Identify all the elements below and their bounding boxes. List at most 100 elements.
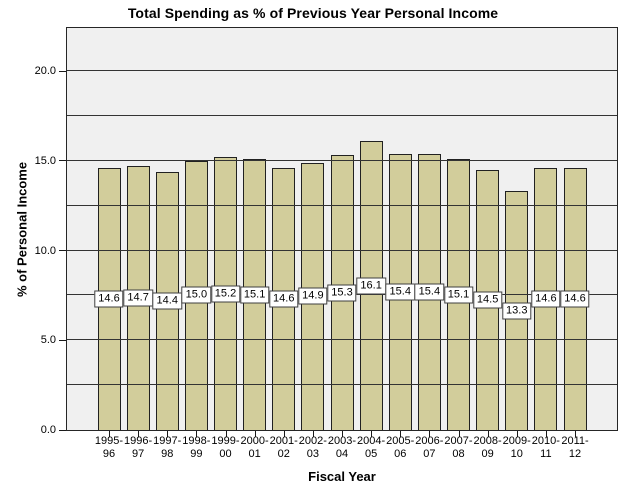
x-tick-label-line2: 99 xyxy=(190,447,203,460)
x-tick xyxy=(312,431,314,437)
x-tick-label-line2: 01 xyxy=(248,447,261,460)
plot-area: 14.6 14.7 14.4 15.0 15.2 15.1 14.6 14.9 15.3 16.1… xyxy=(66,27,618,431)
bar-value-label: 15.3 xyxy=(327,284,357,302)
x-tick-label-line2: 02 xyxy=(277,447,290,460)
x-tick-label: 2002- 03 xyxy=(292,435,334,460)
gridline xyxy=(67,204,617,206)
y-tick-label: 15.0 xyxy=(34,154,56,167)
y-tick-label: 10.0 xyxy=(34,244,56,257)
bar-value-label: 14.6 xyxy=(560,290,590,308)
x-tick-label-line1: 2001- xyxy=(269,435,298,447)
x-tick-label-line1: 1999- xyxy=(211,435,240,447)
x-tick-label-line1: 1995- xyxy=(94,435,124,447)
x-tick xyxy=(342,431,343,437)
x-tick-label: 2005- 06 xyxy=(379,435,421,460)
x-tick-label-line1: 1998- xyxy=(182,435,211,447)
x-tick xyxy=(400,431,402,437)
x-tick-label-line1: 2010- xyxy=(531,435,560,447)
y-tick xyxy=(59,339,66,341)
x-tick xyxy=(138,431,140,437)
x-tick-label-line2: 00 xyxy=(219,447,232,460)
bar-value-label: 15.4 xyxy=(385,283,415,301)
x-tick xyxy=(109,431,110,437)
x-tick-label: 2003- 04 xyxy=(321,435,363,460)
x-tick-label-line2: 04 xyxy=(335,447,349,460)
x-tick-label: 1995- 96 xyxy=(88,435,130,460)
x-tick-label-line1: 2009- xyxy=(502,435,531,447)
gridline xyxy=(67,249,617,251)
bar-value-label: 16.1 xyxy=(356,277,386,295)
x-tick-label-line2: 97 xyxy=(132,447,145,460)
x-tick xyxy=(283,431,285,437)
bar-value-label: 15.1 xyxy=(239,286,270,304)
bar-value-label: 14.6 xyxy=(269,290,299,308)
x-tick-label-line1: 2004- xyxy=(357,435,386,447)
x-tick-label-line2: 11 xyxy=(540,447,552,460)
bar-value-label: 15.1 xyxy=(443,286,474,304)
x-tick-label: 2000- 01 xyxy=(234,435,276,460)
x-tick xyxy=(429,431,431,437)
x-tick-label: 1998- 99 xyxy=(175,435,217,460)
gridline xyxy=(67,339,617,341)
x-tick-label: 2008- 09 xyxy=(467,435,509,460)
x-tick-label-line2: 07 xyxy=(423,447,436,460)
x-tick xyxy=(545,431,547,437)
bar-value-label: 15.2 xyxy=(210,285,241,303)
x-tick xyxy=(225,431,227,437)
y-tick xyxy=(59,429,66,431)
x-tick-label-line2: 09 xyxy=(481,447,494,460)
bar-value-label: 15.4 xyxy=(414,283,445,301)
x-tick-label-line2: 08 xyxy=(452,447,465,460)
bar-value-label: 14.4 xyxy=(152,292,182,310)
x-tick xyxy=(167,431,169,437)
x-tick-label-line1: 1996- xyxy=(124,435,153,447)
x-tick-label-line1: 2006- xyxy=(415,435,444,447)
x-tick-label-line1: 2005- xyxy=(386,435,415,447)
x-tick-label-line1: 2007- xyxy=(444,435,473,447)
x-tick-label: 1999- 00 xyxy=(205,435,247,460)
bar-value-label: 14.6 xyxy=(531,290,561,308)
x-tick-label-line1: 2000- xyxy=(240,435,269,447)
x-tick-label-line2: 10 xyxy=(510,447,523,460)
y-tick xyxy=(59,160,66,162)
x-tick-label: 1997- 98 xyxy=(146,435,188,460)
bar-value-label: 14.6 xyxy=(94,290,124,308)
x-tick-label-line1: 2002- xyxy=(298,435,327,447)
x-tick xyxy=(516,431,518,437)
bar-value-label: 14.5 xyxy=(472,291,503,309)
x-tick xyxy=(196,431,198,437)
x-tick-label-line2: 98 xyxy=(161,447,174,460)
gridline xyxy=(67,114,617,116)
x-tick xyxy=(487,431,489,437)
bar-value-label: 15.0 xyxy=(181,286,212,304)
x-tick-label: 2004- 05 xyxy=(350,435,392,460)
gridline xyxy=(67,70,617,72)
x-tick-label-line1: 2003- xyxy=(327,435,357,447)
y-tick-label: 20.0 xyxy=(34,65,56,78)
x-tick xyxy=(458,431,460,437)
x-tick-label: 2007- 08 xyxy=(438,435,480,460)
gridline xyxy=(67,384,617,386)
y-axis-title: % of Personal Income xyxy=(14,161,30,297)
x-tick-label-line2: 06 xyxy=(394,447,407,460)
x-tick xyxy=(371,431,373,437)
y-tick xyxy=(59,70,66,72)
x-tick-label-line2: 05 xyxy=(365,447,378,460)
x-tick-label: 1996- 97 xyxy=(117,435,159,460)
x-tick-label: 2001- 02 xyxy=(263,435,305,460)
x-tick-label: 2006- 07 xyxy=(408,435,450,460)
x-tick-label-line1: 2008- xyxy=(473,435,502,447)
bar-value-label: 14.9 xyxy=(298,287,328,305)
x-tick-label: 2010- 11 xyxy=(525,435,567,460)
bar-value-label: 13.3 xyxy=(502,302,532,320)
y-tick xyxy=(59,250,66,252)
x-tick xyxy=(575,431,576,437)
y-tick-label: 5.0 xyxy=(40,334,56,347)
x-tick-label-line2: 03 xyxy=(306,447,319,460)
chart-title: Total Spending as % of Previous Year Per… xyxy=(127,5,499,21)
gridline xyxy=(67,159,617,161)
x-tick xyxy=(254,431,256,437)
x-tick-label-line1: 2011- xyxy=(561,435,589,447)
x-tick-label-line2: 96 xyxy=(102,447,116,460)
